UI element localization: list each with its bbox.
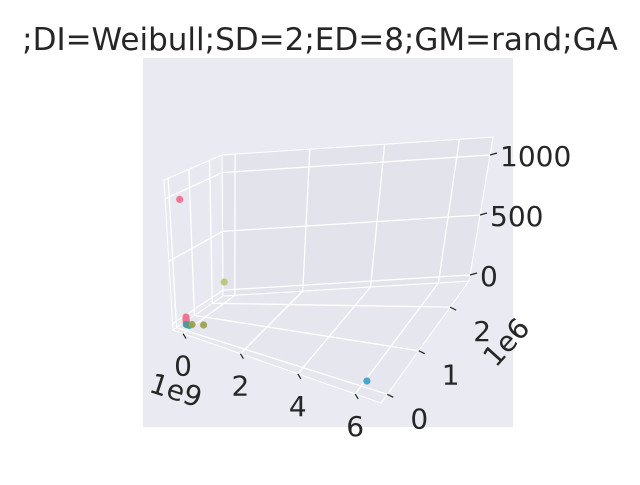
x-tick-label: 2: [232, 370, 250, 403]
chart-title: ;DI=Weibull;SD=2;ED=8;GM=rand;GA: [22, 22, 618, 58]
data-point: [189, 321, 196, 328]
x-tick-label: 4: [289, 390, 307, 423]
z-tick-label: 0: [480, 260, 498, 293]
z-tick-label: 1000: [500, 140, 571, 173]
data-point: [363, 377, 370, 384]
y-tick-label: 1: [442, 359, 460, 392]
data-point: [200, 321, 207, 328]
z-tick-label: 500: [490, 200, 543, 233]
data-point: [221, 278, 228, 285]
data-point: [176, 196, 183, 203]
y-tick-label: 0: [410, 402, 428, 435]
x-tick-label: 6: [346, 410, 364, 443]
